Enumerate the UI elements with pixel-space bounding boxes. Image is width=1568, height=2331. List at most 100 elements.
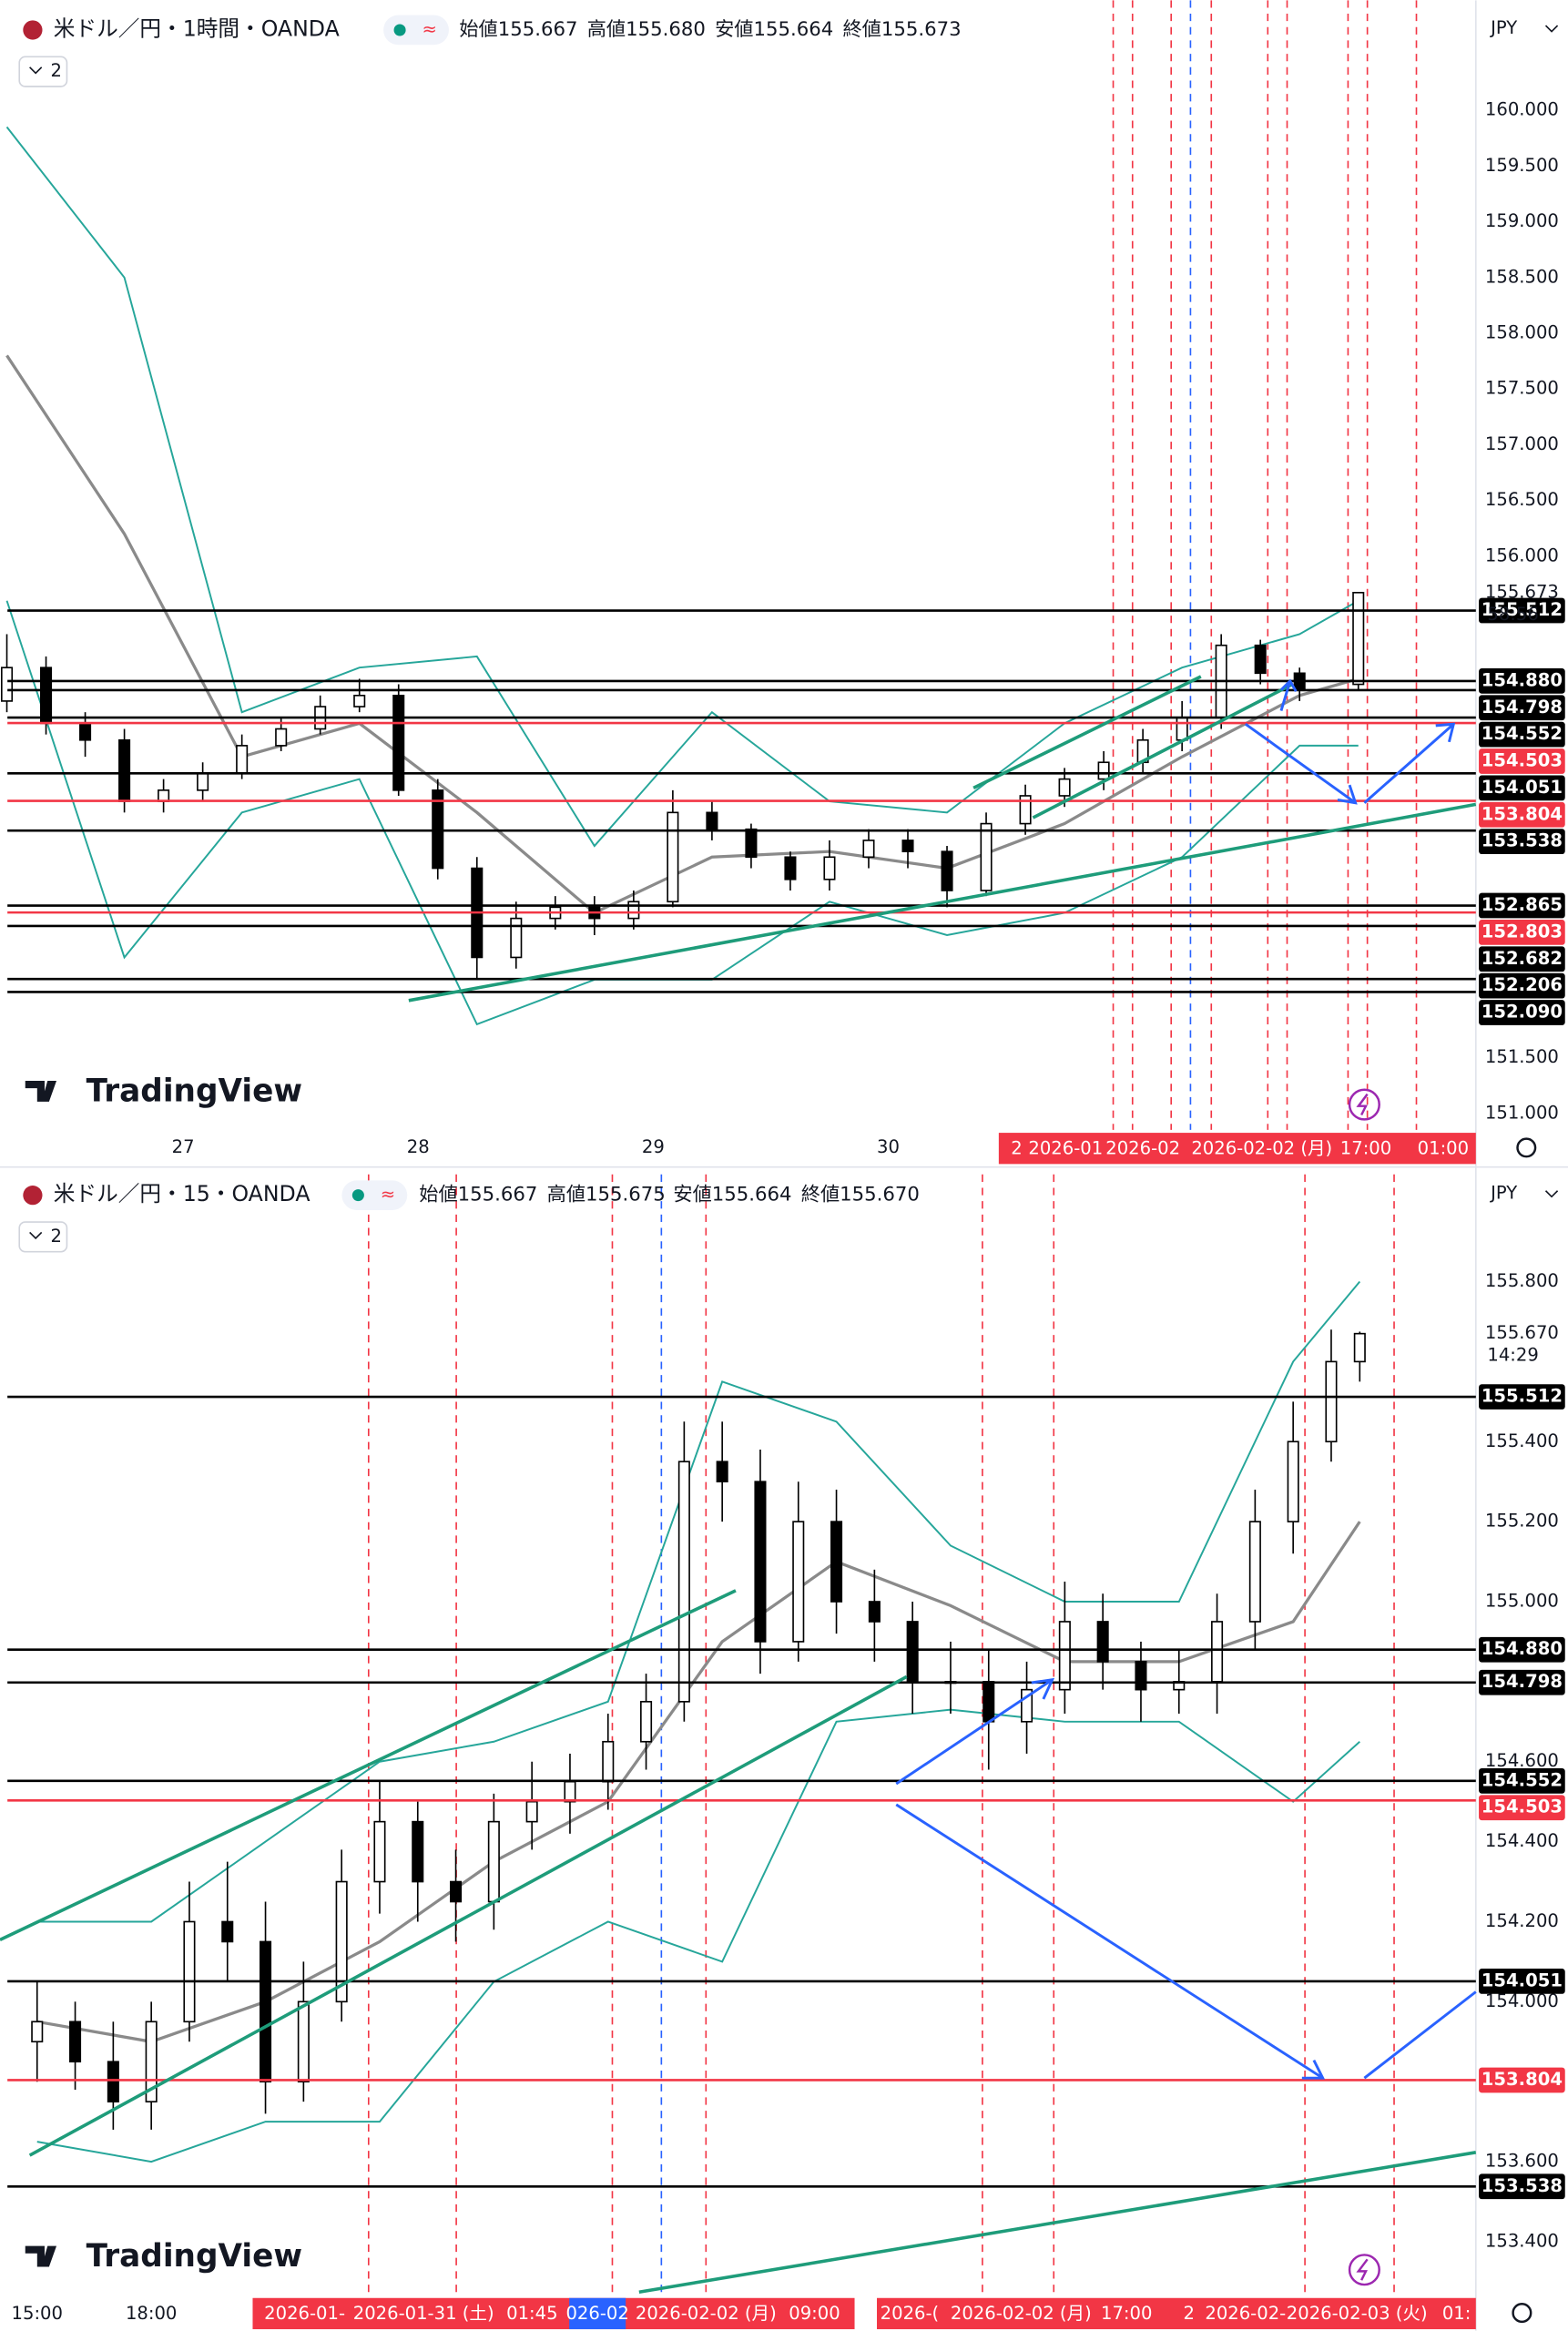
price-label: 154.051 <box>1481 1970 1563 1990</box>
flag-icon <box>23 20 43 40</box>
candle-body <box>1097 761 1110 780</box>
ohlc-low: 安値155.664 <box>673 1184 791 1206</box>
flag-icon <box>23 1186 43 1206</box>
time-tag: 2026-02-02 (月) <box>636 2303 777 2324</box>
candle-body <box>823 856 836 880</box>
candle-body <box>525 1800 538 1823</box>
time-tag: 2026-02- <box>1205 2303 1286 2324</box>
price-label: 153.804 <box>1481 803 1563 824</box>
band-line <box>36 1708 1360 2163</box>
x-tick-label: 15:00 <box>12 2303 63 2324</box>
time-tag: 2 <box>1184 2303 1195 2324</box>
time-tag: 17:00 <box>1340 1138 1391 1159</box>
currency[interactable]: JPY <box>1489 1183 1517 1204</box>
candle-body <box>275 728 288 747</box>
trend-line <box>972 675 1202 790</box>
price-label: 154.552 <box>1481 1769 1563 1790</box>
candle-body <box>906 1621 919 1683</box>
countdown: 58:56 <box>1487 604 1538 625</box>
y-tick-label: 154.600 <box>1485 1750 1559 1771</box>
alert-bolt <box>1356 1093 1369 1116</box>
candle-body <box>392 694 405 791</box>
y-tick-label: 159.000 <box>1485 210 1559 231</box>
price-label-box <box>1479 695 1565 721</box>
price-label: 152.206 <box>1481 974 1563 995</box>
logo-text: TradingView <box>87 1074 302 1110</box>
time-tag: 2 <box>1011 1138 1022 1159</box>
drawings <box>0 675 1477 2294</box>
y-tick-label: 159.500 <box>1485 155 1559 176</box>
time-markers <box>367 0 1418 2297</box>
time-tag: 01:00 <box>1418 1138 1469 1159</box>
trend-line <box>0 1589 737 1942</box>
price-label: 154.880 <box>1481 669 1563 690</box>
time-tags: 2 2026-01 2026-02 2026-02-02 (月) 17:00 0… <box>998 1133 1476 1165</box>
y-tick-label: 160.000 <box>1485 99 1559 120</box>
y-tick-label: 153.600 <box>1485 2151 1559 2172</box>
candle-body <box>107 2061 119 2102</box>
time-tag: 2026-02 <box>1105 1138 1180 1159</box>
currency-button[interactable] <box>1480 10 1564 46</box>
trend-line <box>28 1674 908 2157</box>
candle-body <box>31 2021 44 2043</box>
tag-box <box>252 2297 855 2330</box>
y-tick-label: 151.500 <box>1485 1046 1559 1067</box>
alert-icon[interactable] <box>1348 1088 1380 1121</box>
time-tag: 2026-02-02 (月) <box>951 2303 1092 2324</box>
candle-body <box>510 917 523 959</box>
candle-body <box>1254 644 1267 675</box>
candle-body <box>487 1820 500 1903</box>
indicator-toggle[interactable] <box>18 1221 68 1253</box>
candle-body <box>677 1461 690 1703</box>
alert-icon[interactable] <box>1348 2254 1380 2286</box>
candle-body <box>1135 1661 1147 1691</box>
symbol-title: 米ドル／円・15・OANDA <box>54 1181 311 1206</box>
candle-body <box>640 1701 653 1743</box>
chevron <box>29 66 43 75</box>
price-label: 153.804 <box>1481 2069 1563 2090</box>
candle-body <box>432 789 444 870</box>
arrow <box>1279 678 1298 711</box>
candle-body <box>69 2021 82 2063</box>
y-tick-label: 157.000 <box>1485 433 1559 454</box>
price-label: 152.090 <box>1481 1002 1563 1023</box>
y-tick-label: 155.200 <box>1485 1511 1559 1532</box>
candle-body <box>564 1780 576 1803</box>
candle-body <box>118 738 131 802</box>
price-label: 155.512 <box>1481 1386 1563 1407</box>
y-tick-label: 158.000 <box>1485 321 1559 342</box>
candle-body <box>297 2000 310 2083</box>
candle-body <box>40 667 53 725</box>
time-tag: 17:00 <box>1101 2303 1152 2324</box>
indicator-toggle[interactable] <box>18 56 68 87</box>
time-tag: 2026-01-31 (土) <box>353 2303 494 2324</box>
price-label: 153.538 <box>1481 830 1563 851</box>
currency: JPY <box>1489 17 1517 38</box>
price-label: 153.538 <box>1481 2175 1563 2196</box>
arrow <box>1363 1990 1477 2080</box>
settings-icon[interactable] <box>1512 2303 1532 2324</box>
icons <box>1348 1088 1537 2324</box>
header: 米ドル／円・1時間・OANDA ≈ 始値155.667 高値155.680 安値… <box>18 10 1564 87</box>
price-label-box <box>1479 920 1565 945</box>
last-price: 155.673 <box>1485 581 1559 602</box>
y-tick-label: 155.400 <box>1485 1430 1559 1451</box>
y-tick-label: 154.200 <box>1485 1910 1559 1931</box>
candle-body <box>1019 795 1032 825</box>
time-tag: 01:45 <box>506 2303 557 2324</box>
x-tick-label: 28 <box>407 1136 430 1157</box>
price-label: 154.051 <box>1481 777 1563 798</box>
settings-icon[interactable] <box>1516 1137 1537 1158</box>
candle-body <box>1287 1440 1299 1522</box>
price-label: 154.552 <box>1481 723 1563 744</box>
price-label-box <box>1479 748 1565 774</box>
candle-body <box>862 840 875 859</box>
x-tick-label: 30 <box>877 1136 900 1157</box>
price-label-box <box>1479 972 1565 999</box>
candle-body <box>667 811 679 903</box>
candle-body <box>706 811 718 830</box>
ohlc-high: 高値155.675 <box>547 1184 666 1206</box>
status-badge <box>383 15 449 46</box>
candle-body <box>602 1740 615 1783</box>
band-line <box>36 1280 1361 1923</box>
